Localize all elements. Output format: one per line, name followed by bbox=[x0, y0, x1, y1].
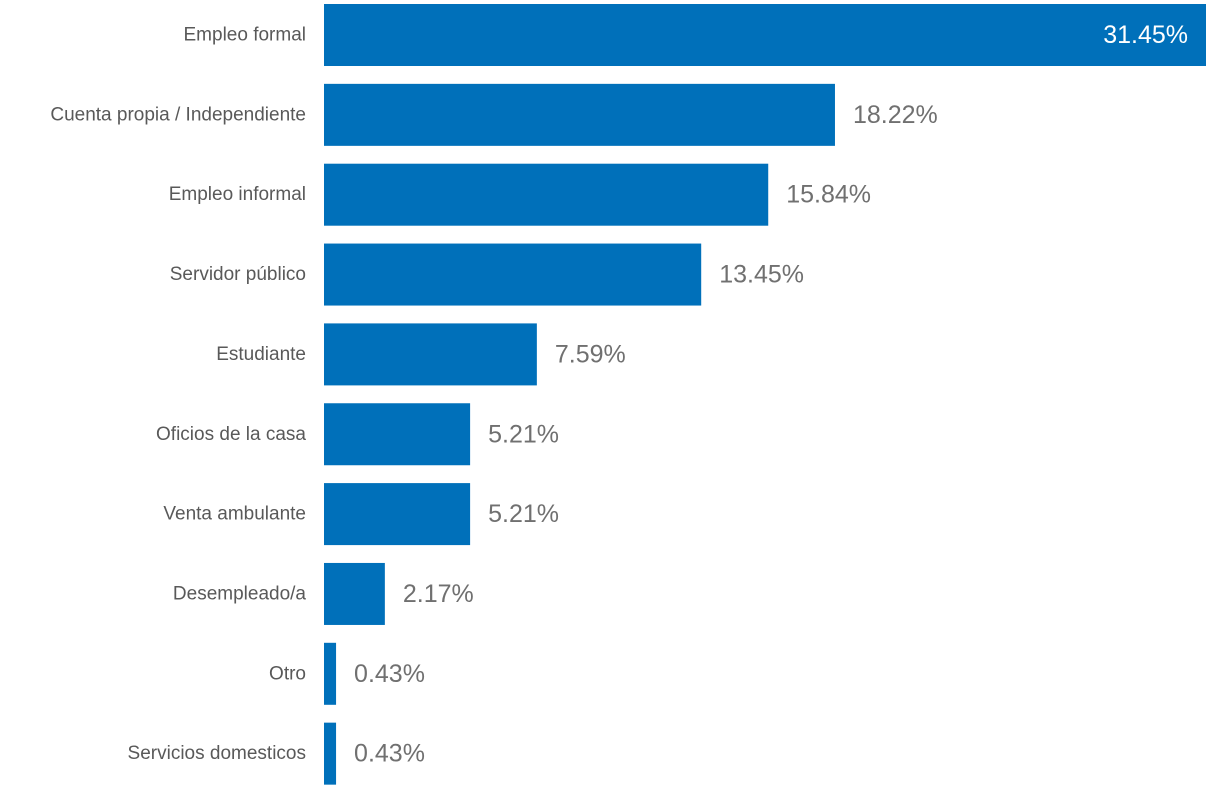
category-label: Venta ambulante bbox=[163, 504, 306, 525]
value-label: 7.59% bbox=[555, 340, 626, 368]
value-label: 31.45% bbox=[1103, 21, 1188, 49]
category-label: Cuenta propia / Independiente bbox=[50, 104, 306, 125]
bar bbox=[324, 483, 471, 546]
bar bbox=[324, 562, 385, 625]
value-label: 5.21% bbox=[488, 420, 559, 448]
bar-row: Servicios domesticos 0.43% bbox=[128, 722, 425, 785]
bar bbox=[324, 642, 337, 705]
value-label: 0.43% bbox=[354, 660, 425, 688]
bar bbox=[324, 4, 1206, 66]
bar bbox=[324, 323, 537, 386]
bar bbox=[324, 163, 769, 226]
bar-row: Empleo formal 31.45% bbox=[184, 4, 1206, 66]
bar-row: Venta ambulante 5.21% bbox=[163, 483, 559, 546]
bar bbox=[324, 83, 835, 146]
value-label: 2.17% bbox=[403, 580, 474, 608]
value-label: 13.45% bbox=[719, 261, 804, 289]
bar-row: Estudiante 7.59% bbox=[216, 323, 626, 386]
category-label: Otro bbox=[269, 663, 306, 684]
category-label: Desempleado/a bbox=[173, 583, 307, 604]
value-label: 5.21% bbox=[488, 500, 559, 528]
category-label: Estudiante bbox=[216, 344, 306, 365]
bar-row: Empleo informal 15.84% bbox=[169, 163, 871, 226]
value-label: 18.22% bbox=[853, 101, 938, 129]
bar-row: Servidor público 13.45% bbox=[170, 243, 804, 306]
bar-row: Otro 0.43% bbox=[269, 642, 425, 705]
category-label: Empleo formal bbox=[184, 25, 307, 46]
category-label: Servidor público bbox=[170, 264, 306, 285]
bar-row: Oficios de la casa 5.21% bbox=[156, 403, 559, 466]
value-label: 15.84% bbox=[786, 181, 871, 209]
category-label: Empleo informal bbox=[169, 184, 306, 205]
category-label: Oficios de la casa bbox=[156, 424, 306, 445]
bar-row: Cuenta propia / Independiente 18.22% bbox=[50, 83, 938, 146]
bar bbox=[324, 243, 702, 306]
bar bbox=[324, 403, 471, 466]
bar-row: Desempleado/a 2.17% bbox=[173, 562, 474, 625]
category-label: Servicios domesticos bbox=[128, 743, 306, 764]
bar bbox=[324, 722, 337, 785]
value-label: 0.43% bbox=[354, 740, 425, 768]
